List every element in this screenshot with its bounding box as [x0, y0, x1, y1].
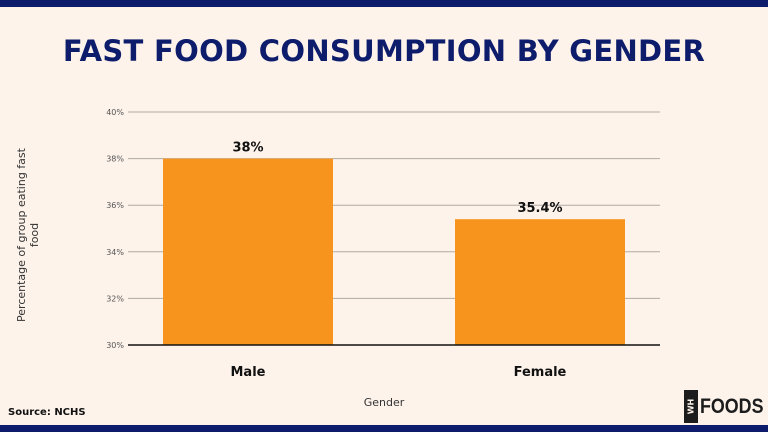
logo-text: FOODS — [700, 394, 764, 418]
y-tick-label: 32% — [106, 294, 124, 303]
x-tick-label: Female — [514, 365, 567, 380]
bar-male — [163, 158, 333, 345]
top-border — [0, 0, 768, 7]
y-tick-label: 34% — [106, 248, 124, 257]
y-tick-label: 36% — [106, 201, 124, 210]
y-tick-label: 40% — [106, 108, 124, 117]
bar-female — [455, 219, 625, 345]
data-label: 38% — [232, 141, 263, 156]
logo-box-text: WH — [686, 398, 696, 415]
logo-box: WH — [684, 390, 698, 423]
y-axis-label: Percentage of group eating fast food — [15, 148, 41, 322]
y-tick-label: 30% — [106, 341, 124, 350]
chart-title: FAST FOOD CONSUMPTION BY GENDER — [62, 34, 706, 68]
source-note: Source: NCHS — [8, 407, 86, 418]
y-tick-label: 38% — [106, 155, 124, 164]
bottom-border — [0, 425, 768, 432]
wh-foods-logo: WH FOODS — [684, 390, 768, 423]
x-tick-label: Male — [231, 365, 266, 380]
data-label: 35.4% — [517, 201, 562, 216]
x-axis-label: Gender — [363, 396, 405, 409]
